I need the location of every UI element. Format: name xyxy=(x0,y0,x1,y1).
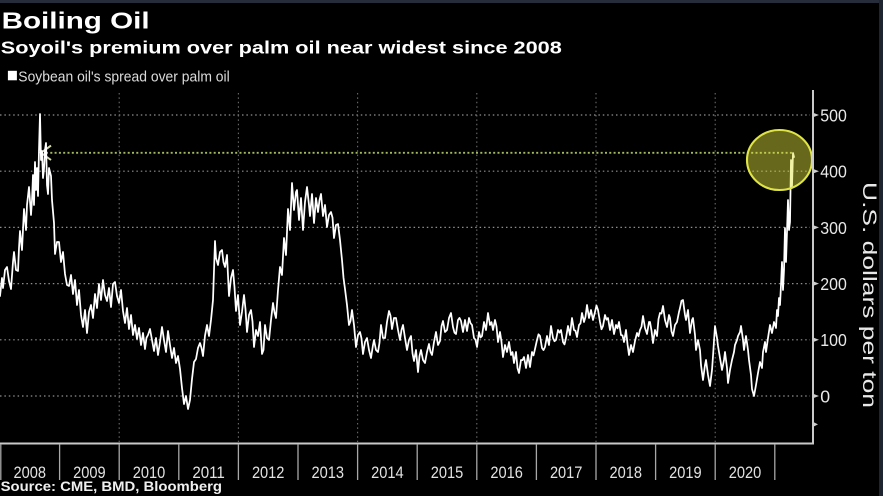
svg-text:2018: 2018 xyxy=(610,464,643,482)
svg-text:Soyoil's premium over palm oil: Soyoil's premium over palm oil near wide… xyxy=(1,38,562,58)
svg-text:2014: 2014 xyxy=(371,464,404,482)
svg-text:2008: 2008 xyxy=(14,464,47,482)
svg-text:300: 300 xyxy=(820,218,847,238)
svg-text:2019: 2019 xyxy=(669,464,702,482)
svg-text:Soybean oil's spread over palm: Soybean oil's spread over palm oil xyxy=(18,70,229,86)
svg-text:2016: 2016 xyxy=(490,464,523,482)
svg-text:Source: CME, BMD, Bloomberg: Source: CME, BMD, Bloomberg xyxy=(1,478,222,494)
svg-text:400: 400 xyxy=(820,162,847,182)
svg-text:2020: 2020 xyxy=(729,464,762,482)
svg-text:2015: 2015 xyxy=(431,464,464,482)
svg-text:2013: 2013 xyxy=(312,464,345,482)
svg-text:Boiling Oil: Boiling Oil xyxy=(2,7,150,33)
svg-text:200: 200 xyxy=(820,274,847,294)
svg-text:100: 100 xyxy=(820,330,847,350)
svg-text:U.S. dollars per ton: U.S. dollars per ton xyxy=(858,182,879,408)
svg-text:2012: 2012 xyxy=(252,464,285,482)
svg-text:500: 500 xyxy=(820,106,847,126)
svg-text:2009: 2009 xyxy=(73,464,106,482)
svg-text:0: 0 xyxy=(820,386,830,406)
svg-text:2011: 2011 xyxy=(192,464,225,482)
svg-text:2010: 2010 xyxy=(133,464,166,482)
svg-text:2017: 2017 xyxy=(550,464,583,482)
